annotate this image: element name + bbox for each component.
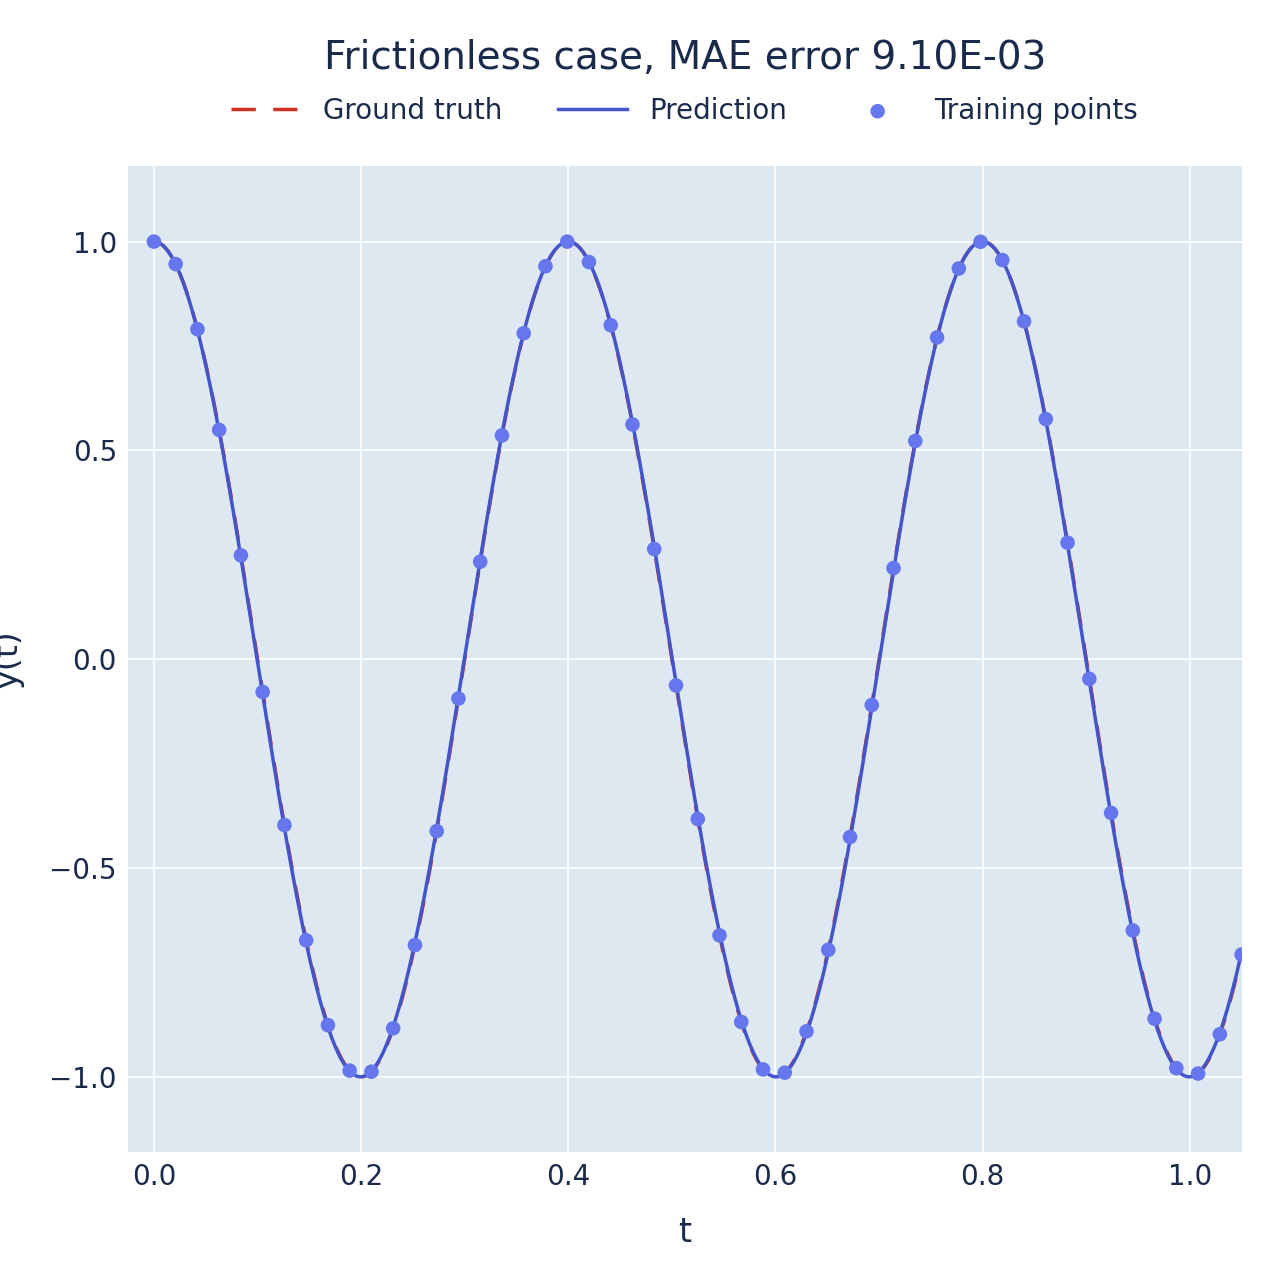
Prediction (1002, 270, 1018, 285)
Training points (513, 323, 534, 343)
Training points (1057, 532, 1078, 553)
Training points (535, 256, 556, 276)
Prediction (202, 375, 218, 390)
Training points (927, 328, 947, 348)
Training points (339, 1060, 360, 1080)
Prediction (1203, 1047, 1219, 1062)
Training points (209, 420, 229, 440)
Training points (1188, 1064, 1208, 1084)
Ground truth (646, 540, 662, 556)
Training points (1123, 920, 1143, 941)
Training points (861, 695, 882, 716)
Training points (361, 1061, 381, 1082)
Training points (165, 253, 186, 274)
Ground truth (1183, 1069, 1198, 1084)
Prediction (1234, 945, 1249, 960)
Training points (1014, 311, 1034, 332)
Prediction (646, 538, 662, 553)
Ground truth (1002, 270, 1018, 285)
Training points (1101, 803, 1121, 823)
Training points (666, 675, 686, 695)
Training points (600, 315, 621, 335)
Title: Frictionless case, MAE error 9.10E-03: Frictionless case, MAE error 9.10E-03 (324, 40, 1046, 77)
Training points (774, 1062, 795, 1083)
Prediction (146, 234, 161, 250)
Training points (818, 940, 838, 960)
Training points (404, 934, 425, 955)
Legend: Ground truth, Prediction, Training points: Ground truth, Prediction, Training point… (232, 96, 1138, 124)
Y-axis label: y(t): y(t) (0, 630, 24, 689)
Training points (274, 815, 294, 836)
Prediction (1181, 1069, 1197, 1084)
Training points (905, 431, 925, 452)
Training points (992, 250, 1012, 270)
Training points (317, 1015, 338, 1036)
Training points (448, 689, 468, 709)
Training points (470, 552, 490, 572)
Training points (1144, 1009, 1165, 1029)
Line: Ground truth: Ground truth (154, 242, 1242, 1076)
Training points (230, 545, 251, 566)
Training points (187, 319, 207, 339)
Ground truth (675, 721, 690, 736)
Training points (731, 1011, 751, 1032)
Training points (426, 820, 447, 841)
Training points (948, 259, 969, 279)
Training points (753, 1059, 773, 1079)
Training points (1231, 945, 1252, 965)
Training points (709, 925, 730, 946)
Training points (687, 809, 708, 829)
Training points (557, 232, 577, 252)
Training points (796, 1021, 817, 1042)
Ground truth (1203, 1048, 1219, 1064)
Training points (1166, 1057, 1187, 1078)
Training points (622, 415, 643, 435)
Training points (579, 252, 599, 273)
Ground truth (1202, 1050, 1217, 1065)
X-axis label: t: t (678, 1216, 691, 1249)
Training points (383, 1018, 403, 1038)
Ground truth (202, 374, 218, 389)
Training points (296, 931, 316, 951)
Training points (143, 232, 164, 252)
Training points (970, 232, 991, 252)
Training points (1210, 1024, 1230, 1044)
Ground truth (1234, 947, 1249, 963)
Training points (492, 425, 512, 445)
Prediction (675, 718, 690, 733)
Line: Prediction: Prediction (154, 242, 1242, 1076)
Training points (1036, 408, 1056, 429)
Ground truth (146, 234, 161, 250)
Training points (883, 558, 904, 579)
Prediction (1202, 1048, 1217, 1064)
Training points (644, 539, 664, 559)
Training points (840, 827, 860, 847)
Training points (252, 682, 273, 703)
Training points (1079, 668, 1100, 689)
